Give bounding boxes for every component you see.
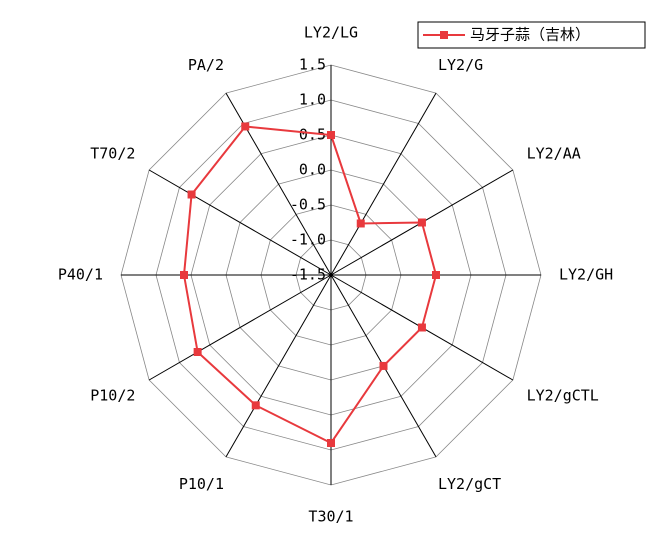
- data-point: [193, 348, 202, 356]
- r-tick-label: 0.5: [299, 126, 326, 144]
- axis-spoke: [225, 274, 332, 458]
- category-label: LY2/gCT: [438, 475, 501, 493]
- legend-box: [417, 21, 646, 49]
- plot: [180, 122, 440, 447]
- axis-spoke: [330, 92, 437, 276]
- data-point: [379, 361, 388, 370]
- legend-label: 马牙子蒜（吉林）: [470, 26, 590, 44]
- r-tick-label: 1.5: [299, 56, 326, 74]
- data-point: [187, 190, 196, 199]
- r-tick-label: -1.5: [290, 266, 326, 284]
- data-point: [327, 439, 335, 447]
- data-point: [356, 219, 365, 228]
- category-label: T30/1: [308, 508, 353, 526]
- data-point: [251, 401, 260, 410]
- category-label: P40/1: [58, 266, 103, 284]
- axis-spoke: [148, 169, 332, 276]
- legend: 马牙子蒜（吉林）: [417, 21, 646, 49]
- data-point: [180, 271, 188, 279]
- category-label: LY2/AA: [527, 145, 581, 163]
- r-tick-label: -1.0: [290, 231, 326, 249]
- category-label: T70/2: [90, 145, 135, 163]
- grid: LY2/LG LY2/G LY2/AA LY2/GH LY2/gCTL LY2/gCT T3…: [58, 24, 613, 526]
- legend-marker: [440, 31, 448, 39]
- axis-spoke: [148, 274, 332, 381]
- r-tick-label: -0.5: [290, 196, 326, 214]
- data-point: [417, 218, 426, 227]
- category-label: P10/1: [179, 475, 224, 493]
- category-label: LY2/GH: [559, 266, 613, 284]
- category-label: PA/2: [188, 56, 224, 74]
- r-tick-label: 0.0: [299, 161, 326, 179]
- data-point: [327, 131, 335, 139]
- data-point: [432, 271, 440, 279]
- category-label: LY2/gCTL: [527, 387, 599, 405]
- category-label: LY2/G: [438, 56, 483, 74]
- data-point: [241, 122, 250, 131]
- category-label: LY2/LG: [304, 24, 358, 42]
- r-tick-label: 1.0: [299, 91, 326, 109]
- category-label: P10/2: [90, 387, 135, 405]
- data-point: [417, 323, 426, 332]
